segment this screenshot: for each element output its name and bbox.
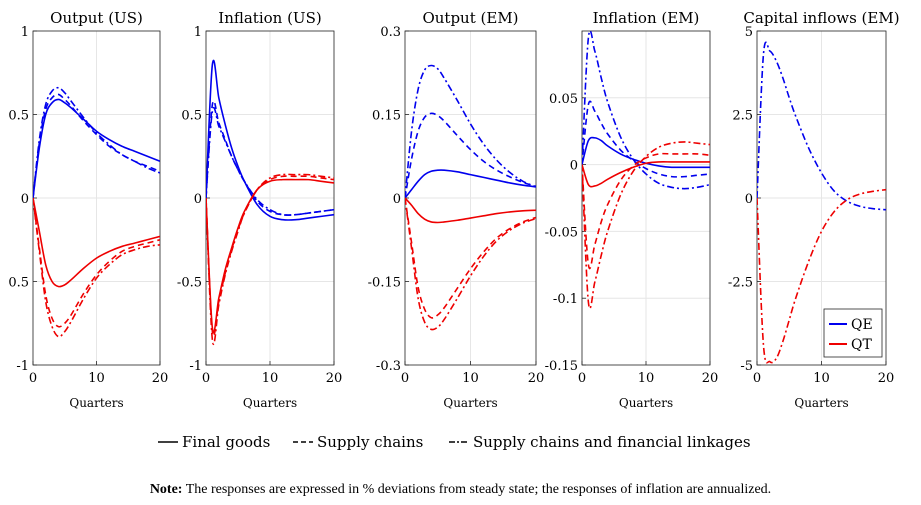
panel-title: Inflation (US) xyxy=(218,9,321,27)
series-line-qe-dashdot xyxy=(582,31,710,190)
series-line-qe-solid xyxy=(405,169,536,199)
panel-title: Output (US) xyxy=(50,9,143,27)
y-tick-label: 0.5 xyxy=(8,109,29,124)
y-tick-label: 5 xyxy=(745,25,753,40)
y-tick-label: -0.1 xyxy=(553,292,578,307)
series-line-qt-solid xyxy=(582,161,710,188)
x-tick-label: 20 xyxy=(152,371,169,386)
y-tick-label: 0 xyxy=(570,159,578,174)
panel-title: Capital inflows (EM) xyxy=(743,9,899,27)
panel-4: 0 10 20 -0.15 -0.1 -0.05 0 0.05 Inflation (EM) Qu… xyxy=(545,9,719,410)
series-line-qt-dashdot xyxy=(206,173,334,345)
legend-box xyxy=(823,308,883,358)
y-tick-label: -0.3 xyxy=(376,359,401,374)
y-tick-label: 0 xyxy=(745,192,753,207)
x-tick-label: 10 xyxy=(813,371,830,386)
legend-label-qt: QT xyxy=(851,337,872,353)
bottom-legend-item-dashdot: Supply chains and financial linkages xyxy=(449,433,751,451)
x-tick-label: 10 xyxy=(638,371,655,386)
y-tick-label: -5 xyxy=(740,359,753,374)
series-line-qt-solid xyxy=(33,197,160,288)
y-tick-label: 1 xyxy=(194,25,202,40)
x-tick-label: 10 xyxy=(88,371,105,386)
y-tick-label: 2.5 xyxy=(732,109,753,124)
series-line-qe-dashdot xyxy=(33,86,160,199)
y-tick-label: 0.5 xyxy=(181,109,202,124)
series-line-qt-solid xyxy=(405,197,536,224)
y-tick-label: 0 xyxy=(393,192,401,207)
y-tick-label: 0 xyxy=(21,192,29,207)
x-tick-label: 0 xyxy=(401,371,409,386)
legend-label-qe: QE xyxy=(851,317,873,333)
note-text: The responses are expressed in % deviati… xyxy=(182,482,772,497)
series-line-qt-dashdot xyxy=(757,188,886,364)
series-line-qe-dashed xyxy=(405,112,536,199)
series-line-qt-dashdot xyxy=(33,197,160,338)
series-line-qe-dashed xyxy=(582,100,710,178)
panel-title: Inflation (EM) xyxy=(593,9,700,27)
series-line-qt-dashed xyxy=(582,152,710,270)
panel-2: 0 10 20 -1 -0.5 0 0.5 1 Inflation (US) Quarters xyxy=(177,9,342,410)
y-tick-label: -0.15 xyxy=(545,359,578,374)
figure-note: Note: The responses are expressed in % d… xyxy=(0,482,921,498)
x-axis-label: Quarters xyxy=(794,396,848,410)
x-axis-label: Quarters xyxy=(243,396,297,410)
y-tick-label: 1 xyxy=(21,25,29,40)
panel-3: 0 10 20 -0.3 -0.15 0 0.15 0.3 Output (EM) Quarter… xyxy=(368,9,545,410)
y-tick-label: -0.5 xyxy=(177,276,202,291)
x-axis-label: Quarters xyxy=(69,396,123,410)
panel-1: 0 10 20 -1 0.5 0 0.5 1 Output (US) Quarters xyxy=(8,9,168,410)
x-tick-label: 0 xyxy=(29,371,37,386)
bottom-legend-label: Final goods xyxy=(182,433,270,451)
series-line-qe-dashdot xyxy=(757,41,886,211)
x-axis-label: Quarters xyxy=(443,396,497,410)
series-line-qt-dashed xyxy=(405,197,536,319)
panel-title: Output (EM) xyxy=(422,9,518,27)
x-tick-label: 0 xyxy=(753,371,761,386)
y-tick-label: -2.5 xyxy=(728,276,753,291)
y-tick-label: 0.05 xyxy=(549,92,578,107)
y-tick-label: 0.5 xyxy=(8,276,29,291)
bottom-legend-item-solid: Final goods xyxy=(158,433,270,451)
y-tick-label: 0.15 xyxy=(372,109,401,124)
y-tick-label: 0.3 xyxy=(380,25,401,40)
x-tick-label: 20 xyxy=(326,371,343,386)
note-label: Note: xyxy=(149,482,183,497)
bottom-legend-label: Supply chains and financial linkages xyxy=(473,433,751,451)
x-tick-label: 0 xyxy=(202,371,210,386)
series-line-qe-solid xyxy=(33,98,160,199)
bottom-legend: Final goods Supply chains Supply chains an… xyxy=(158,433,751,451)
y-tick-label: -1 xyxy=(189,359,202,374)
series-line-qe-dashdot xyxy=(206,106,334,216)
y-tick-label: 0 xyxy=(194,192,202,207)
x-tick-label: 0 xyxy=(578,371,586,386)
series-line-qe-dashdot xyxy=(405,64,536,199)
series-line-qt-dashed xyxy=(33,197,160,328)
x-tick-label: 10 xyxy=(262,371,279,386)
x-tick-label: 20 xyxy=(878,371,895,386)
y-tick-label: -0.15 xyxy=(368,276,401,291)
x-tick-label: 20 xyxy=(702,371,719,386)
x-tick-label: 10 xyxy=(462,371,479,386)
bottom-legend-item-dashed: Supply chains xyxy=(293,433,423,451)
series-line-qt-dashdot xyxy=(582,141,710,310)
panel-legend: QE QT xyxy=(823,308,883,358)
series-line-qe-dashed xyxy=(206,100,334,216)
x-tick-label: 20 xyxy=(528,371,545,386)
x-axis-label: Quarters xyxy=(619,396,673,410)
y-tick-label: -0.05 xyxy=(545,225,578,240)
y-tick-label: -1 xyxy=(16,359,29,374)
series-line-qe-dashed xyxy=(33,93,160,199)
bottom-legend-label: Supply chains xyxy=(317,433,423,451)
